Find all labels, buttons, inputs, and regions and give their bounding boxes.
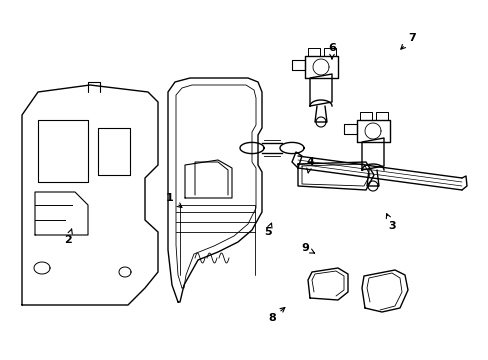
Text: 7: 7 xyxy=(400,33,415,49)
Text: 1: 1 xyxy=(166,193,182,207)
Text: 2: 2 xyxy=(64,229,72,245)
Text: 8: 8 xyxy=(267,307,285,323)
Text: 6: 6 xyxy=(327,43,335,59)
Text: 5: 5 xyxy=(264,223,271,237)
Text: 9: 9 xyxy=(301,243,314,253)
Text: 4: 4 xyxy=(305,157,313,173)
Text: 3: 3 xyxy=(386,214,395,231)
